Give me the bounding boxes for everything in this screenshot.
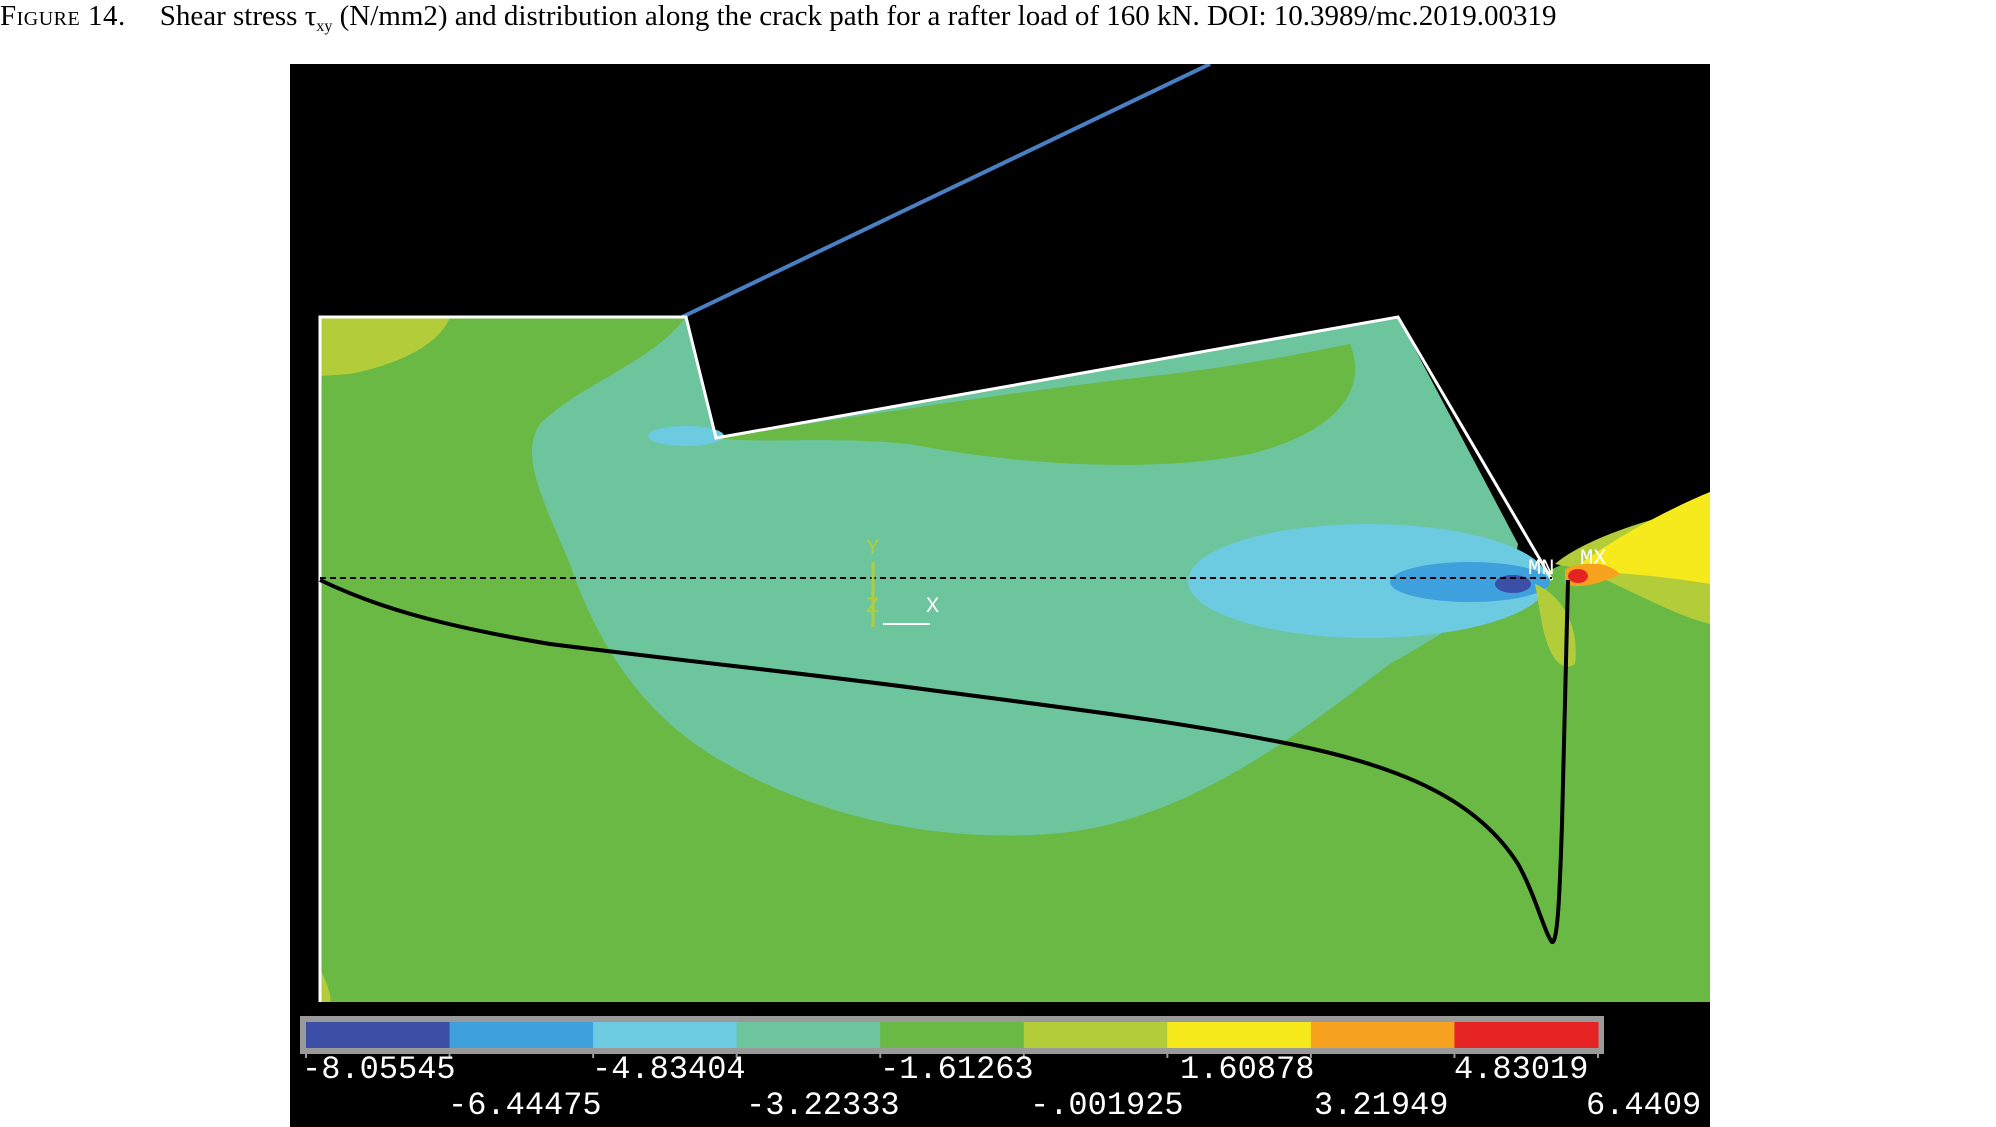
band-green-lobe bbox=[716, 344, 1356, 465]
legend-label-top-2: -4.83404 bbox=[592, 1051, 746, 1088]
shear-distribution-curve bbox=[319, 578, 1570, 945]
caption-subscript: xy bbox=[316, 18, 333, 35]
triad-y-label: Y bbox=[866, 536, 879, 561]
band-yellowgreen-topleft bbox=[320, 317, 450, 376]
legend-swatch-9 bbox=[1454, 1022, 1599, 1048]
part-outline bbox=[318, 315, 1554, 1002]
caption-text-start: Shear stress τ bbox=[159, 0, 317, 32]
legend-swatch-2 bbox=[449, 1022, 594, 1048]
legend-swatch-1 bbox=[306, 1022, 451, 1048]
legend-swatch-5 bbox=[880, 1022, 1025, 1048]
band-yellow-right bbox=[1580, 492, 1710, 584]
legend-label-top-4: 1.60878 bbox=[1180, 1051, 1314, 1088]
legend-swatch-4 bbox=[736, 1022, 881, 1048]
legend-label-bottom-1: -6.44475 bbox=[448, 1087, 602, 1124]
legend-swatch-7 bbox=[1167, 1022, 1312, 1048]
max-marker-label: MX bbox=[1580, 546, 1606, 571]
legend-label-top-3: -1.61263 bbox=[880, 1051, 1034, 1088]
band-red-max bbox=[1568, 569, 1588, 583]
legend-swatch-3 bbox=[593, 1022, 738, 1048]
caption-text-end: (N/mm2) and distribution along the crack… bbox=[332, 0, 1557, 32]
legend-labels: -8.05545 -4.83404 -1.61263 1.60878 4.830… bbox=[302, 1051, 1701, 1124]
legend-label-bottom-3: -.001925 bbox=[1030, 1087, 1184, 1124]
figure-caption: Figure 14. Shear stress τxy (N/mm2) and d… bbox=[0, 0, 1996, 60]
figure-label: Figure 14. bbox=[0, 0, 126, 32]
legend-label-top-1: -8.05545 bbox=[302, 1051, 456, 1088]
legend-label-top-5: 4.83019 bbox=[1454, 1051, 1588, 1088]
legend-colorbar bbox=[300, 1016, 1604, 1058]
band-yellowgreen-bottomleft bbox=[320, 969, 331, 1002]
band-darkblue-min bbox=[1495, 575, 1531, 593]
fea-contour-plot: Y Z X MN MX -8.05545 -4.83404 -1.61263 1… bbox=[290, 64, 1710, 1127]
band-lightblue-ellipse bbox=[1188, 524, 1548, 638]
legend-swatch-6 bbox=[1023, 1022, 1168, 1048]
legend-label-bottom-5: 6.4409 bbox=[1586, 1087, 1701, 1124]
legend-swatch-8 bbox=[1310, 1022, 1455, 1048]
band-lightblue-notch bbox=[648, 426, 724, 446]
triad-z-label: Z bbox=[866, 594, 879, 619]
min-marker-label: MN bbox=[1528, 556, 1554, 581]
legend-label-bottom-2: -3.22333 bbox=[746, 1087, 900, 1124]
triad-x-label: X bbox=[926, 594, 939, 619]
rafter-edge-line bbox=[679, 64, 1211, 320]
legend-label-bottom-4: 3.21949 bbox=[1314, 1087, 1448, 1124]
